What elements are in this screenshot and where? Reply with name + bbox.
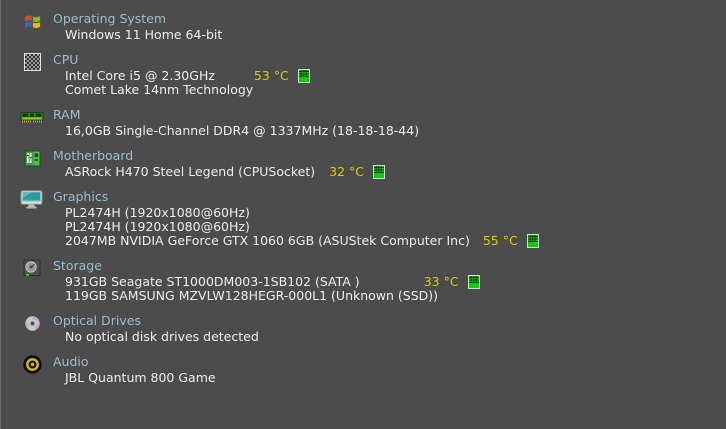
section-title-storage[interactable]: Storage xyxy=(53,258,102,273)
gpu-temp-meter-icon xyxy=(526,234,539,248)
cpu-temperature: 53 °C xyxy=(253,68,289,83)
section-cpu: CPU Intel Core i5 @ 2.30GHz 53 °C Comet … xyxy=(1,53,726,97)
drive-1-text: 931GB Seagate ST1000DM003-1SB102 (SATA ) xyxy=(65,274,360,289)
drive-2-text: 119GB SAMSUNG MZVLW128HEGR-000L1 (Unknow… xyxy=(65,288,439,303)
ram-stick-icon[interactable] xyxy=(17,107,47,127)
drive-1-temp-meter-icon xyxy=(467,275,480,289)
audio-device-text: JBL Quantum 800 Game xyxy=(65,370,216,385)
section-optical-drives: Optical Drives No optical disk drives de… xyxy=(1,314,726,344)
monitor-2-text: PL2474H (1920x1080@60Hz) xyxy=(65,219,250,234)
section-title-ram[interactable]: RAM xyxy=(53,107,81,122)
windows-logo-icon[interactable] xyxy=(17,11,47,31)
section-audio: Audio JBL Quantum 800 Game xyxy=(1,355,726,385)
section-operating-system: Operating System Windows 11 Home 64-bit xyxy=(1,12,726,42)
section-title-graphics[interactable]: Graphics xyxy=(53,189,109,204)
motherboard-model-text: ASRock H470 Steel Legend (CPUSocket) xyxy=(65,164,316,179)
cpu-model-text: Intel Core i5 @ 2.30GHz xyxy=(65,68,215,83)
section-storage: Storage 931GB Seagate ST1000DM003-1SB102… xyxy=(1,259,726,303)
motherboard-temp-meter-icon xyxy=(373,165,385,179)
cpu-die-icon[interactable] xyxy=(17,52,47,72)
optical-status-text: No optical disk drives detected xyxy=(65,329,259,344)
gpu-temperature: 55 °C xyxy=(482,233,518,248)
motherboard-temperature: 32 °C xyxy=(329,164,364,179)
os-name-text: Windows 11 Home 64-bit xyxy=(65,27,223,42)
cpu-temp-meter-icon xyxy=(297,69,310,83)
section-title-motherboard[interactable]: Motherboard xyxy=(53,148,134,163)
section-title-operating-system[interactable]: Operating System xyxy=(53,11,167,26)
gpu-model-text: 2047MB NVIDIA GeForce GTX 1060 6GB (ASUS… xyxy=(65,233,470,248)
section-graphics: Graphics PL2474H (1920x1080@60Hz) PL2474… xyxy=(1,190,726,248)
cpu-codename-text: Comet Lake 14nm Technology xyxy=(65,82,254,97)
hard-drive-icon[interactable] xyxy=(17,258,47,278)
optical-disc-icon[interactable] xyxy=(17,313,47,333)
section-title-cpu[interactable]: CPU xyxy=(53,52,79,67)
monitor-icon[interactable] xyxy=(17,189,47,209)
drive-1-temperature: 33 °C xyxy=(423,274,459,289)
section-ram: RAM 16,0GB Single-Channel DDR4 @ 1337MHz… xyxy=(1,108,726,138)
section-title-audio[interactable]: Audio xyxy=(53,354,89,369)
speaker-icon[interactable] xyxy=(17,354,47,374)
section-motherboard: Motherboard ASRock H470 Steel Legend (CP… xyxy=(1,149,726,179)
section-title-optical-drives[interactable]: Optical Drives xyxy=(53,313,141,328)
ram-spec-text: 16,0GB Single-Channel DDR4 @ 1337MHz (18… xyxy=(65,123,420,138)
monitor-1-text: PL2474H (1920x1080@60Hz) xyxy=(65,205,250,220)
motherboard-icon[interactable] xyxy=(17,148,47,168)
